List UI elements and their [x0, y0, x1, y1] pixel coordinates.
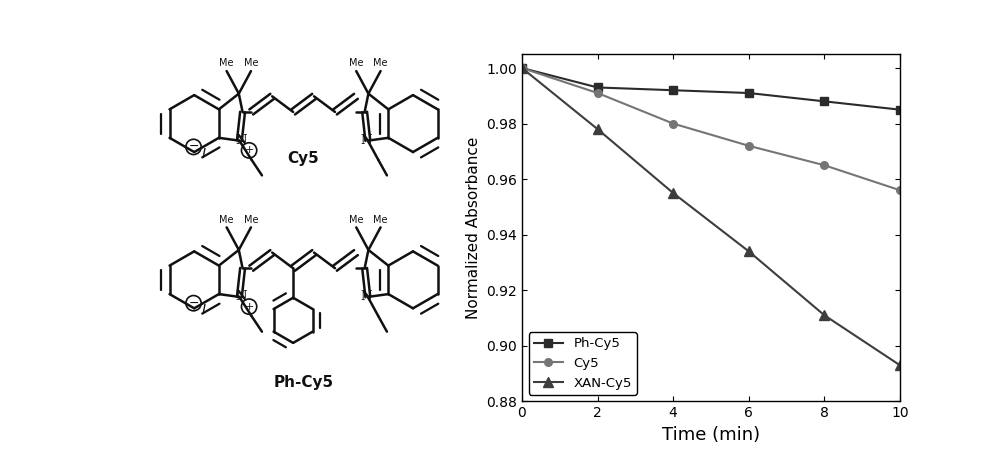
Line: Cy5: Cy5 [518, 64, 904, 194]
Text: +: + [244, 145, 254, 156]
Text: Me: Me [349, 215, 363, 225]
Text: Me: Me [349, 58, 363, 68]
XAN-Cy5 [592, 126, 604, 132]
Text: N: N [235, 134, 247, 147]
Legend: Ph-Cy5, Cy5, XAN-Cy5: Ph-Cy5, Cy5, XAN-Cy5 [529, 332, 637, 395]
Ph-Cy5 [516, 65, 528, 71]
Cy5 [818, 162, 830, 168]
XAN-Cy5 [667, 190, 679, 196]
Ph-Cy5 [667, 87, 679, 93]
Text: Me: Me [219, 58, 234, 68]
Text: Cy5: Cy5 [288, 151, 319, 166]
Text: +: + [244, 302, 254, 312]
Ph-Cy5 [894, 107, 906, 112]
Text: I: I [202, 303, 206, 317]
Ph-Cy5 [743, 90, 755, 96]
XAN-Cy5 [516, 65, 528, 71]
Cy5 [894, 188, 906, 193]
Text: Ph-Cy5: Ph-Cy5 [274, 375, 334, 390]
XAN-Cy5 [818, 313, 830, 318]
Text: N: N [360, 290, 372, 304]
Cy5 [667, 121, 679, 126]
Text: −: − [188, 140, 199, 153]
Cy5 [592, 90, 604, 96]
Text: N: N [235, 290, 247, 304]
Text: Me: Me [373, 58, 388, 68]
X-axis label: Time (min): Time (min) [662, 426, 760, 444]
Text: I: I [202, 147, 206, 161]
Text: Me: Me [244, 215, 258, 225]
XAN-Cy5 [894, 363, 906, 368]
XAN-Cy5 [743, 249, 755, 254]
Ph-Cy5 [818, 99, 830, 104]
Line: Ph-Cy5: Ph-Cy5 [518, 64, 904, 114]
Text: Me: Me [373, 215, 388, 225]
Text: Me: Me [244, 58, 258, 68]
Text: −: − [188, 297, 199, 310]
Line: XAN-Cy5: XAN-Cy5 [517, 64, 905, 370]
Y-axis label: Normalized Absorbance: Normalized Absorbance [466, 137, 481, 319]
Cy5 [743, 143, 755, 148]
Ph-Cy5 [592, 85, 604, 90]
Text: Me: Me [219, 215, 234, 225]
Cy5 [516, 65, 528, 71]
Text: N: N [360, 134, 372, 147]
